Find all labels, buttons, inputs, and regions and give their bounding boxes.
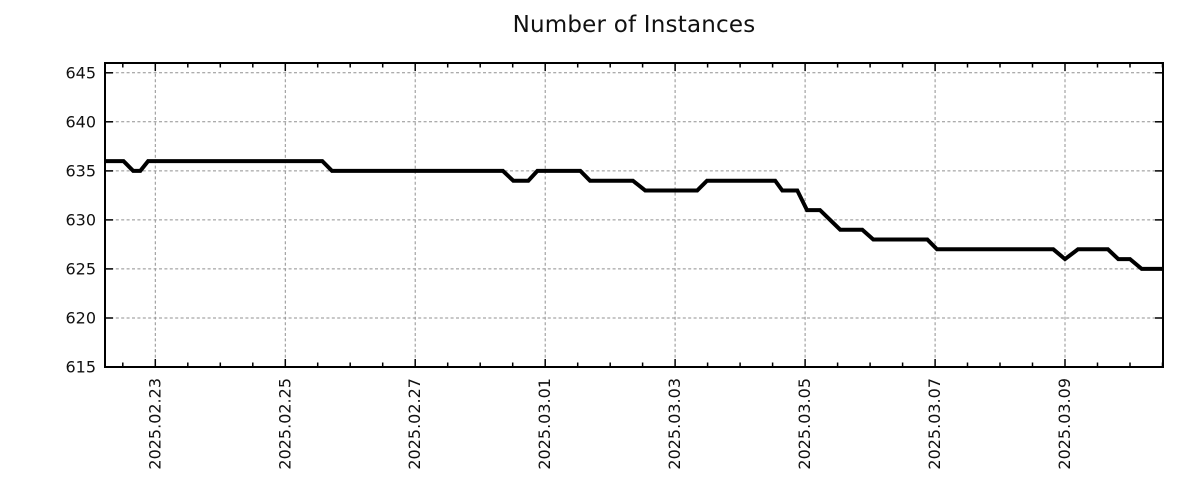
y-tick-labels: 615 620 625 630 635 640 645 [65,63,96,376]
y-gridlines [105,72,1163,319]
y-tick-label: 630 [65,210,96,229]
x-tick-label: 2025.02.23 [145,378,164,470]
x-gridlines [154,63,1066,367]
y-tick-label: 645 [65,63,96,82]
x-tick-label: 2025.02.25 [275,378,294,470]
x-tick-label: 2025.03.07 [925,378,944,470]
x-ticks [122,63,1164,367]
x-tick-labels: 2025.02.23 2025.02.25 2025.02.27 2025.03.01… [145,378,1074,470]
y-tick-label: 635 [65,161,96,180]
y-tick-label: 620 [65,309,96,328]
x-tick-label: 2025.03.05 [795,378,814,470]
y-tick-label: 640 [65,112,96,131]
x-tick-label: 2025.03.03 [665,378,684,470]
chart-title: Number of Instances [512,12,756,38]
plot-border [104,62,1164,368]
x-tick-label: 2025.03.01 [535,378,554,470]
y-tick-label: 615 [65,358,96,377]
y-tick-label: 625 [65,259,96,278]
x-tick-label: 2025.02.27 [405,378,424,470]
x-tick-label: 2025.03.09 [1055,378,1074,470]
series-line [105,159,1163,271]
